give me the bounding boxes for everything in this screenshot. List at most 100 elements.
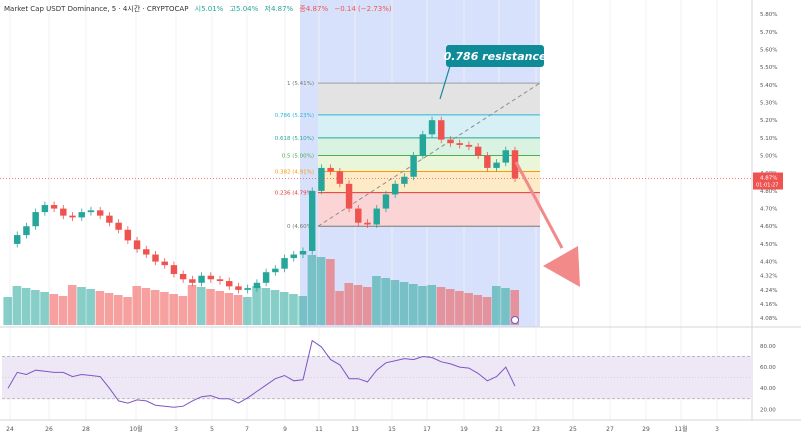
- fib-level-label: 0.618 (5.10%): [275, 136, 314, 142]
- candle-body: [235, 286, 242, 290]
- y-tick-label: 5.20%: [760, 118, 777, 124]
- volume-bar: [298, 296, 307, 325]
- candle-body: [382, 194, 390, 209]
- candle-body: [484, 155, 491, 168]
- volume-bar: [58, 296, 68, 325]
- x-tick-label: 11월: [674, 425, 687, 433]
- candle-body: [60, 208, 67, 216]
- fib-zone: [318, 83, 540, 115]
- x-tick-label: 3: [174, 426, 178, 433]
- candle-body: [281, 258, 288, 269]
- candle-body: [179, 273, 187, 280]
- volume-bar: [104, 293, 114, 325]
- candle-body: [41, 205, 49, 213]
- x-tick-label: 28: [82, 426, 90, 433]
- volume-bar: [114, 295, 123, 325]
- volume-bar: [215, 291, 225, 325]
- x-tick-label: 7: [245, 426, 249, 433]
- volume-bar: [206, 289, 215, 325]
- y-tick-label: 5.60%: [760, 47, 777, 53]
- y-tick-label: 5.30%: [760, 101, 777, 107]
- x-tick-label: 24: [6, 426, 14, 433]
- candle-body: [336, 171, 344, 184]
- volume-bar: [233, 295, 243, 325]
- rsi-tick-label: 40.00: [760, 386, 776, 392]
- projection-arrow-shaft: [514, 161, 564, 249]
- candle-body: [161, 261, 168, 266]
- candle-body: [474, 146, 482, 156]
- volume-bar: [40, 292, 49, 325]
- volume-bar: [326, 259, 335, 325]
- candle-body: [327, 167, 334, 172]
- volume-bar: [141, 288, 151, 325]
- y-tick-label: 4.40%: [760, 260, 777, 266]
- y-tick-label: 4.08%: [760, 316, 777, 322]
- y-tick-label: 5.40%: [760, 83, 777, 89]
- volume-bar: [261, 288, 271, 325]
- y-tick-label: 4.70%: [760, 207, 777, 213]
- volume-bar: [335, 291, 344, 325]
- candle-body: [318, 167, 325, 191]
- volume-bar: [353, 285, 363, 325]
- volume-bar: [224, 293, 234, 325]
- candle-body: [299, 250, 307, 255]
- x-tick-label: 3: [715, 426, 719, 433]
- volume-bar: [455, 291, 464, 325]
- candle-body: [262, 272, 270, 283]
- volume-bar: [344, 283, 354, 325]
- fib-zone: [318, 137, 540, 156]
- fib-zone: [318, 192, 540, 227]
- volume-bar: [501, 288, 510, 325]
- candle-body: [198, 275, 205, 283]
- candle-body: [124, 229, 132, 241]
- candle-body: [493, 162, 500, 168]
- y-tick-label: 4.80%: [760, 189, 777, 195]
- volume-bar: [49, 294, 59, 325]
- price-tag-value: 4.87%: [760, 176, 777, 182]
- y-tick-label: 5.80%: [760, 12, 777, 18]
- candle-body: [419, 134, 427, 156]
- fib-level-label: 0.786 (5.23%): [275, 113, 314, 119]
- x-tick-label: 17: [423, 426, 431, 433]
- candle-body: [290, 254, 297, 259]
- volume-bar: [123, 297, 132, 325]
- volume-bar: [399, 282, 409, 325]
- y-tick-label: 5.10%: [760, 136, 777, 142]
- candle-body: [308, 190, 316, 251]
- candle-body: [438, 120, 445, 140]
- volume-bar: [427, 285, 437, 325]
- volume-bar: [77, 287, 86, 325]
- fib-level-label: 0.236 (4.79%): [275, 191, 314, 197]
- x-tick-label: 29: [642, 426, 650, 433]
- fib-trend-line: [317, 82, 541, 227]
- projection-arrow-head: [543, 246, 580, 287]
- candle-body: [244, 288, 251, 290]
- candle-body: [87, 210, 95, 213]
- volume-bar: [21, 288, 31, 325]
- candle-body: [189, 279, 196, 283]
- volume-bar: [418, 286, 427, 325]
- volume-bar: [169, 294, 178, 325]
- candle-body: [133, 240, 141, 250]
- candle-body: [253, 282, 261, 289]
- y-tick-label: 4.60%: [760, 224, 777, 230]
- volume-bar: [279, 292, 289, 325]
- ohlc-change: −0.14 (−2.73%): [334, 5, 392, 13]
- price-tag: [753, 172, 783, 190]
- candle-body: [32, 212, 39, 227]
- candle-body: [106, 215, 113, 223]
- x-tick-label: 10월: [129, 425, 142, 433]
- volume-bar: [67, 285, 77, 325]
- candle-body: [78, 212, 85, 218]
- volume-bar: [270, 290, 280, 325]
- x-tick-label: 21: [495, 426, 503, 433]
- candle-body: [465, 144, 473, 147]
- candle-body: [391, 183, 399, 195]
- ohlc-close: 종4.87%: [299, 5, 329, 13]
- volume-bar: [316, 257, 326, 325]
- volume-bar: [510, 290, 520, 325]
- candle-body: [115, 222, 122, 230]
- volume-bar: [408, 284, 418, 325]
